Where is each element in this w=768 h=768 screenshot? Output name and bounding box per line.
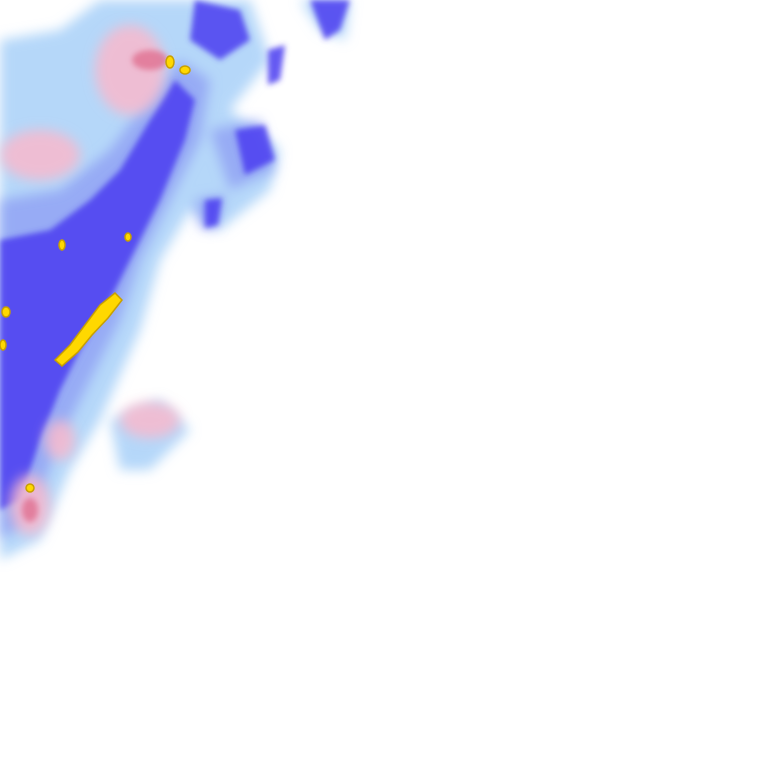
precip-cell bbox=[58, 239, 66, 251]
precip-cell bbox=[25, 483, 35, 493]
precip-cell bbox=[45, 420, 75, 460]
precip-cell bbox=[95, 25, 165, 115]
precip-cell bbox=[235, 125, 275, 175]
precip-cell bbox=[0, 339, 7, 351]
precip-cell bbox=[165, 55, 175, 69]
precip-cell bbox=[0, 130, 80, 180]
heavy-rain-area bbox=[0, 0, 350, 510]
precip-cell bbox=[205, 198, 222, 228]
precip-cell bbox=[22, 498, 38, 522]
precip-cell bbox=[268, 45, 285, 85]
precip-cell bbox=[1, 306, 11, 318]
mixed-heavy-area bbox=[22, 50, 168, 522]
precip-cell bbox=[120, 402, 180, 438]
precip-cell bbox=[53, 291, 123, 367]
mixed-precip-area bbox=[0, 25, 180, 535]
very-heavy-rain-cells bbox=[0, 55, 191, 493]
precip-cell bbox=[124, 232, 132, 242]
precip-cell bbox=[0, 80, 195, 510]
precip-cell bbox=[179, 65, 191, 75]
precip-cell bbox=[310, 0, 350, 40]
precip-cell bbox=[132, 50, 168, 70]
precip-cell bbox=[190, 0, 250, 60]
